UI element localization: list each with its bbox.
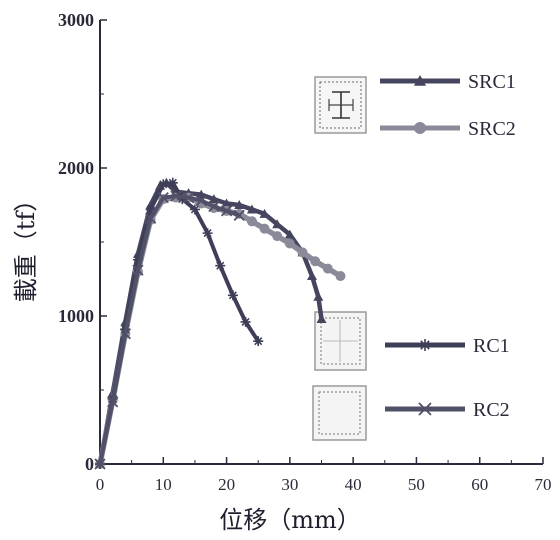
- data-point: [182, 191, 195, 204]
- data-point: [316, 313, 327, 323]
- legend-item-rc2: RC2: [385, 399, 510, 421]
- data-point: [119, 328, 131, 340]
- legend-marker: [418, 402, 432, 416]
- data-point: [240, 316, 251, 327]
- data-point: [335, 271, 346, 282]
- data-point: [144, 212, 157, 224]
- data-point: [94, 458, 106, 470]
- legend-label: RC1: [473, 335, 510, 357]
- data-point: [208, 194, 219, 204]
- y-axis-title: 載重（tf）: [12, 188, 40, 303]
- y-tick-label: 2000: [58, 158, 94, 178]
- data-point: [177, 194, 188, 205]
- legend-item-src2: SRC2: [380, 118, 516, 140]
- x-tick-label: 40: [345, 475, 362, 494]
- data-point: [233, 209, 245, 221]
- x-tick-label: 70: [535, 475, 552, 494]
- x-tick-label: 50: [408, 475, 425, 494]
- data-point: [107, 396, 119, 408]
- data-point: [246, 204, 257, 214]
- data-point: [145, 204, 156, 215]
- data-point: [208, 200, 220, 213]
- x-tick-label: 20: [218, 475, 235, 494]
- legend-label: RC2: [473, 399, 510, 421]
- data-point: [310, 256, 321, 267]
- x-tick-label: 0: [96, 475, 105, 494]
- series-src2: [95, 192, 346, 469]
- data-point: [322, 263, 333, 274]
- axis-titles: 位移（mm） 載重（tf）: [12, 188, 361, 534]
- data-point: [132, 254, 143, 265]
- data-point: [284, 229, 295, 239]
- data-point: [202, 228, 213, 239]
- data-point: [195, 194, 207, 207]
- section-icons: [312, 76, 367, 441]
- axes: 0 10 20 30 40 50 60 70 0 1000 2000 3000: [58, 10, 552, 494]
- x-tick-label: 10: [155, 475, 172, 494]
- legend-marker: [414, 122, 426, 134]
- legend-marker: [419, 339, 431, 351]
- data-point: [196, 189, 207, 199]
- legend-marker: [414, 75, 426, 86]
- data-point: [227, 290, 238, 301]
- series-group: [94, 177, 346, 470]
- data-point: [253, 336, 264, 347]
- x-tick-label: 30: [281, 475, 298, 494]
- legend: SRC1 SRC2 RC1 RC2: [380, 71, 516, 421]
- data-point: [272, 231, 283, 242]
- rc-section-icon: [312, 385, 367, 441]
- data-point: [132, 264, 144, 276]
- data-point: [272, 219, 283, 229]
- data-point: [220, 205, 233, 217]
- series-line: [97, 194, 344, 467]
- y-tick-label: 0: [85, 454, 94, 474]
- data-point: [284, 238, 295, 249]
- data-point: [189, 204, 200, 215]
- legend-item-src1: SRC1: [380, 71, 516, 93]
- data-point: [259, 208, 270, 218]
- series-line: [97, 180, 324, 467]
- src-steel-section-icon: [314, 76, 367, 134]
- data-point: [215, 260, 226, 271]
- data-point: [297, 247, 308, 258]
- data-point: [307, 271, 318, 281]
- legend-label: SRC1: [468, 71, 516, 93]
- data-point: [313, 291, 324, 301]
- data-point: [170, 190, 182, 202]
- legend-label: SRC2: [468, 118, 516, 140]
- series-rc1: [95, 177, 264, 469]
- x-tick-label: 60: [471, 475, 488, 494]
- data-point: [234, 200, 245, 209]
- data-point: [246, 216, 257, 227]
- data-point: [167, 177, 178, 188]
- series-rc2: [94, 190, 245, 470]
- data-point: [221, 198, 232, 208]
- y-tick-label: 3000: [58, 10, 94, 30]
- series-line: [98, 194, 242, 466]
- data-point: [157, 191, 169, 204]
- data-point: [158, 179, 169, 190]
- data-point: [259, 223, 270, 234]
- legend-item-rc1: RC1: [385, 335, 510, 357]
- x-axis-title: 位移（mm）: [219, 506, 361, 534]
- y-tick-label: 1000: [58, 306, 94, 326]
